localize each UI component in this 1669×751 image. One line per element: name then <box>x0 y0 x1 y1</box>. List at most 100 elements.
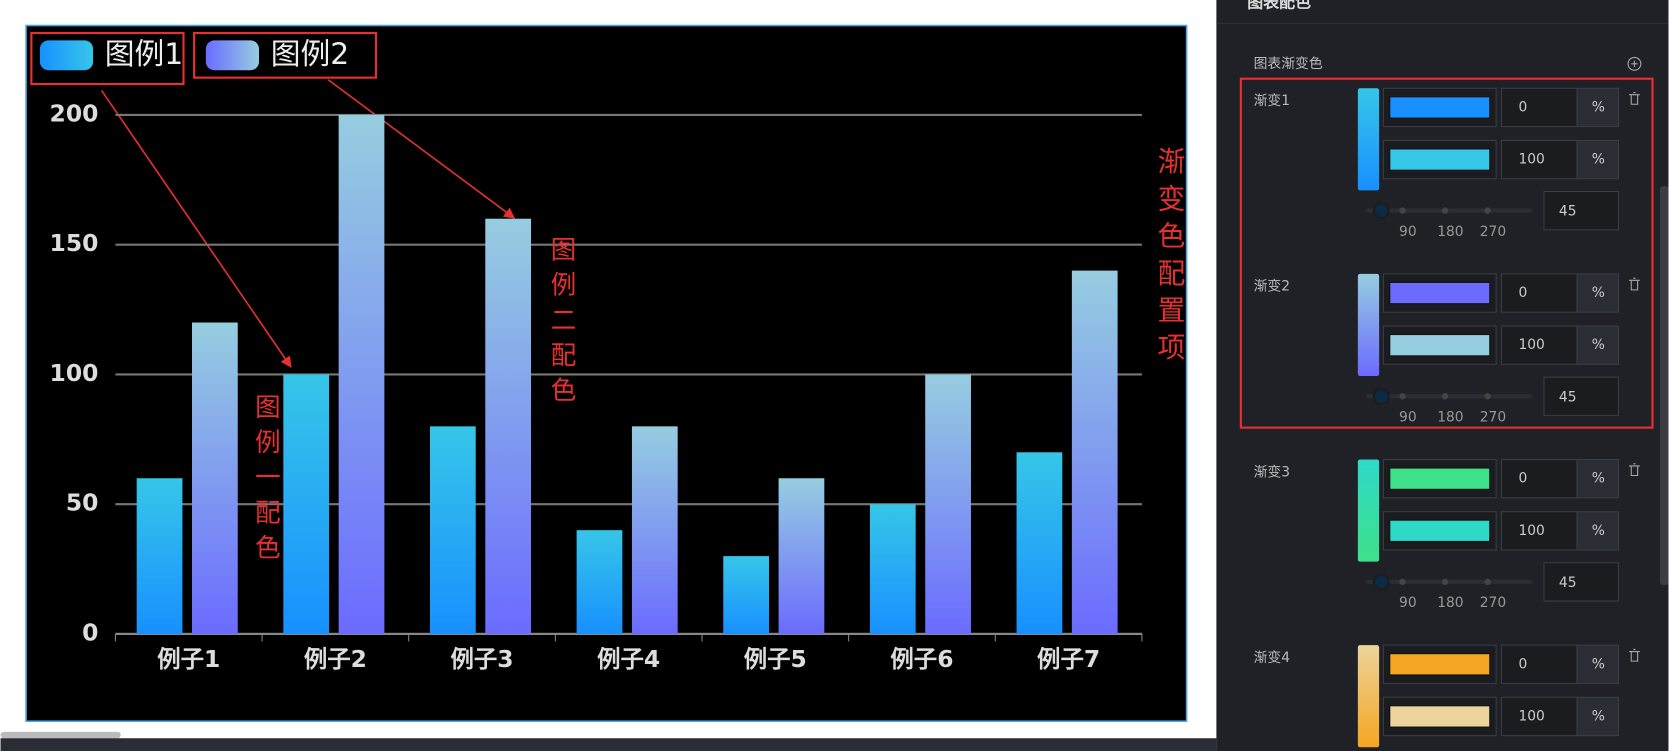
angle-tick-label: 270 <box>1480 595 1506 611</box>
angle-tick-label: 180 <box>1437 410 1463 426</box>
x-tick-label: 例子2 <box>304 645 367 673</box>
x-tick-label: 例子5 <box>744 645 807 673</box>
trash-icon <box>1629 463 1640 477</box>
unit-box <box>1576 459 1620 499</box>
annotation: 渐变色配置项 <box>1152 147 1185 370</box>
section-title: 图表配色 <box>1247 0 1311 12</box>
gradient-preview <box>1357 645 1380 748</box>
angle-tick-label: 180 <box>1437 595 1463 611</box>
position-value: 100 <box>1518 708 1544 724</box>
bar <box>778 478 825 634</box>
x-tick-label: 例子1 <box>157 645 220 673</box>
angle-dot <box>1484 578 1491 586</box>
position-input[interactable] <box>1500 87 1578 128</box>
unit-box <box>1576 87 1620 128</box>
unit-label: % <box>1592 99 1605 115</box>
angle-tick-label: 90 <box>1399 595 1417 611</box>
bar <box>723 556 770 634</box>
position-value: 100 <box>1518 337 1544 353</box>
angle-dot <box>1441 578 1449 586</box>
angle-tick-label: 90 <box>1399 410 1417 426</box>
position-input[interactable] <box>1500 139 1578 180</box>
color-swatch <box>1389 519 1491 542</box>
delete-button[interactable] <box>1629 92 1640 105</box>
angle-knob[interactable] <box>1372 202 1390 220</box>
angle-dot <box>1484 393 1491 400</box>
x-tick-label: 例子7 <box>1037 645 1100 673</box>
legend-swatch[interactable] <box>205 40 260 71</box>
bar <box>192 322 238 634</box>
angle-value: 45 <box>1559 575 1577 591</box>
angle-input[interactable] <box>1543 562 1620 602</box>
angle-knob[interactable] <box>1372 387 1390 405</box>
angle-dot <box>1399 578 1406 586</box>
position-input[interactable] <box>1500 325 1578 365</box>
trash-icon <box>1629 92 1640 105</box>
angle-dot <box>1399 393 1406 400</box>
unit-label: % <box>1592 285 1605 301</box>
gradient-label: 渐变3 <box>1254 464 1290 480</box>
bar <box>429 426 476 634</box>
angle-dot <box>1484 207 1491 214</box>
unit-label: % <box>1592 152 1605 168</box>
angle-tick-label: 270 <box>1480 224 1506 240</box>
unit-label: % <box>1592 656 1605 672</box>
angle-input[interactable] <box>1543 190 1620 231</box>
arrow <box>100 89 292 368</box>
unit-label: % <box>1592 523 1605 539</box>
delete-button[interactable] <box>1629 648 1640 662</box>
gradient-preview <box>1357 459 1380 562</box>
gradient-preview <box>1357 273 1380 377</box>
legend-swatch[interactable] <box>39 40 94 71</box>
x-tick-label: 例子6 <box>890 645 953 673</box>
color-swatch <box>1389 653 1491 676</box>
position-input[interactable] <box>1500 273 1578 313</box>
unit-box <box>1576 273 1620 313</box>
color-swatch <box>1389 334 1491 357</box>
color-swatch <box>1389 705 1491 728</box>
position-value: 0 <box>1518 656 1527 672</box>
position-value: 100 <box>1518 523 1544 539</box>
delete-button[interactable] <box>1629 277 1640 291</box>
bar <box>925 374 971 634</box>
x-tick-label: 例子4 <box>597 645 660 673</box>
position-input[interactable] <box>1500 644 1578 684</box>
panel-subtitle: 图表渐变色 <box>1254 55 1323 72</box>
position-input[interactable] <box>1500 511 1578 551</box>
bar <box>283 374 330 634</box>
y-tick-label: 100 <box>50 359 99 387</box>
y-tick-label: 200 <box>50 99 99 127</box>
unit-label: % <box>1592 708 1605 724</box>
arrow <box>327 79 516 219</box>
angle-dot <box>1441 393 1449 400</box>
gradient-label: 渐变2 <box>1254 279 1290 295</box>
bottom-bar <box>0 738 1217 751</box>
bar <box>1016 452 1063 634</box>
delete-button[interactable] <box>1629 463 1640 477</box>
gradient-preview <box>1357 88 1380 191</box>
bar <box>576 530 623 634</box>
unit-label: % <box>1592 337 1605 353</box>
unit-box <box>1576 696 1620 737</box>
bar <box>869 504 916 634</box>
legend-label[interactable]: 图例1 <box>105 37 183 72</box>
trash-icon <box>1629 277 1640 291</box>
angle-input[interactable] <box>1543 376 1620 416</box>
highlight-box <box>1239 77 1654 429</box>
gradient-label: 渐变4 <box>1254 650 1291 666</box>
position-value: 0 <box>1518 471 1527 487</box>
add-button[interactable] <box>1627 56 1642 71</box>
angle-knob[interactable] <box>1372 573 1390 591</box>
highlight-box <box>193 31 378 79</box>
position-input[interactable] <box>1500 459 1578 499</box>
unit-box <box>1576 325 1620 365</box>
panel-scrollbar[interactable] <box>1659 186 1669 586</box>
position-input[interactable] <box>1500 696 1578 737</box>
annotation: 图例二配色 <box>546 236 576 411</box>
bar <box>136 478 183 634</box>
highlight-box <box>30 31 185 86</box>
legend-label[interactable]: 图例2 <box>271 37 349 72</box>
unit-label: % <box>1592 471 1605 487</box>
scrollbar[interactable] <box>0 731 121 739</box>
annotation: 图例一配色 <box>250 394 280 569</box>
